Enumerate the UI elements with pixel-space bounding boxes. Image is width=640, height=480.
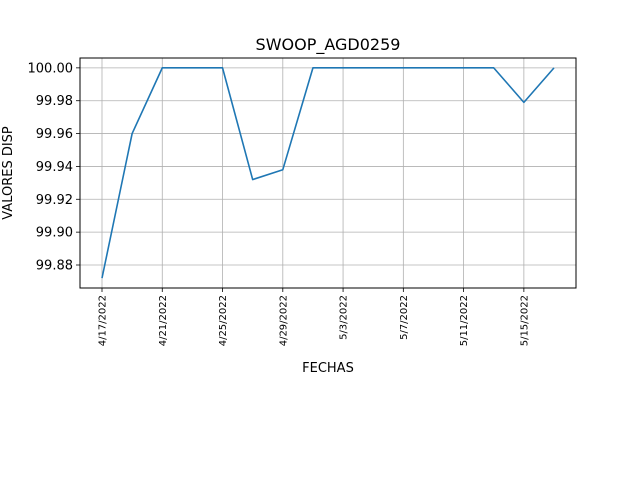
- data-point: [493, 67, 495, 69]
- data-point: [191, 67, 193, 69]
- data-point: [101, 277, 103, 279]
- plot-frame: [79, 57, 577, 289]
- data-point: [342, 67, 344, 69]
- y-tick-label: 99.90: [36, 226, 73, 241]
- y-axis-label: VALORES DISP: [1, 126, 16, 220]
- x-tick-label: 5/11/2022: [459, 295, 470, 346]
- grid: [80, 58, 576, 288]
- data-point: [221, 67, 223, 69]
- series-line: [101, 67, 555, 279]
- x-tick-label: 4/25/2022: [218, 295, 229, 346]
- data-point: [402, 67, 404, 69]
- y-tick-label: 99.88: [36, 259, 73, 274]
- y-tick-label: 99.98: [36, 94, 73, 109]
- x-axis: 4/17/2022 4/21/2022 4/25/2022 4/29/2022 5/3/…: [98, 288, 530, 346]
- data-point: [251, 178, 253, 180]
- y-axis: 99.88 99.90 99.92 99.94 99.96 99.98 100.00: [28, 61, 80, 274]
- data-point: [523, 101, 525, 103]
- y-tick-label: 100.00: [28, 61, 74, 76]
- x-tick-label: 5/3/2022: [339, 295, 350, 340]
- chart-title: SWOOP_AGD0259: [256, 35, 401, 55]
- data-point: [131, 132, 133, 134]
- data-point: [282, 169, 284, 171]
- data-point: [372, 67, 374, 69]
- data-point: [432, 67, 434, 69]
- y-tick-label: 99.92: [36, 193, 73, 208]
- y-tick-label: 99.96: [36, 127, 73, 142]
- data-point: [161, 67, 163, 69]
- x-tick-label: 4/29/2022: [278, 295, 289, 346]
- x-tick-label: 5/15/2022: [519, 295, 530, 346]
- data-point: [312, 67, 314, 69]
- x-axis-label: FECHAS: [302, 361, 354, 376]
- x-tick-label: 4/21/2022: [158, 295, 169, 346]
- data-point: [553, 67, 555, 69]
- data-point: [462, 67, 464, 69]
- series-layer: [101, 67, 555, 279]
- x-tick-label: 5/7/2022: [399, 295, 410, 340]
- y-tick-label: 99.94: [36, 160, 73, 175]
- x-tick-label: 4/17/2022: [98, 295, 109, 346]
